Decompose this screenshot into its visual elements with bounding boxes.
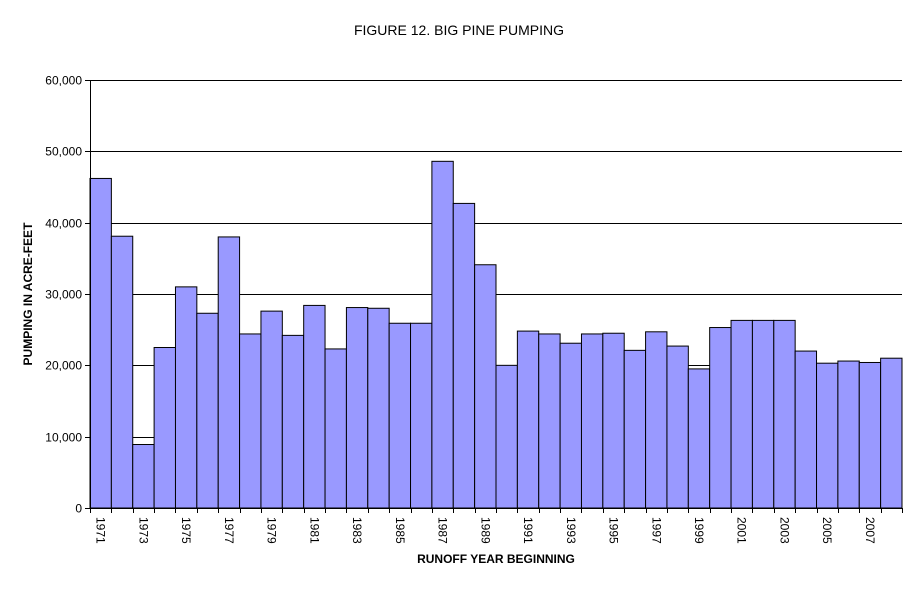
bar-2001 xyxy=(730,319,753,509)
y-tick-labels: 0 10,000 20,000 30,000 40,000 50,000 60,000 xyxy=(45,74,82,516)
bar-1975 xyxy=(174,286,198,509)
bar-1985 xyxy=(388,322,412,509)
x-tick-label: 1971 xyxy=(94,517,108,544)
x-tick-label: 1989 xyxy=(478,517,492,544)
bar-1973 xyxy=(132,444,155,509)
x-tick-labels: 1971 1973 1975 1977 1979 1981 1983 1985 1987 1989… xyxy=(94,517,877,544)
y-tick-label: 40,000 xyxy=(45,217,82,231)
bars xyxy=(89,160,903,509)
bar-1997 xyxy=(645,331,668,509)
bar-1998 xyxy=(666,345,689,509)
x-tick-label: 2007 xyxy=(863,517,877,544)
bar-2006 xyxy=(837,360,860,509)
x-tick-label: 1975 xyxy=(179,517,193,544)
bar-1987 xyxy=(431,160,454,509)
x-tick-label: 1993 xyxy=(564,517,578,544)
x-tick-label: 1987 xyxy=(436,517,450,544)
x-tick-label: 2003 xyxy=(777,517,791,544)
bar-1974 xyxy=(153,347,176,509)
bar-1986 xyxy=(410,322,433,509)
bar-1980 xyxy=(281,334,305,509)
chart-title: FIGURE 12. BIG PINE PUMPING xyxy=(353,22,565,38)
bar-1977 xyxy=(217,236,241,509)
bar-2002 xyxy=(751,319,775,509)
bar-1979 xyxy=(260,310,283,509)
x-tick-label: 1999 xyxy=(692,517,706,544)
x-axis-label: RUNOFF YEAR BEGINNING xyxy=(417,552,575,566)
bar-2003 xyxy=(773,319,796,509)
y-tick-label: 20,000 xyxy=(45,359,82,373)
bar-1999 xyxy=(687,368,711,509)
bar-1972 xyxy=(110,235,134,509)
x-tick-label: 1983 xyxy=(350,517,364,544)
x-tick-label: 1981 xyxy=(307,517,321,544)
bar-1993 xyxy=(559,342,582,509)
bar-1991 xyxy=(516,330,540,509)
y-axis-label: PUMPING IN ACRE-FEET xyxy=(21,222,35,366)
y-tick-label: 50,000 xyxy=(45,145,82,159)
x-tick-label: 1997 xyxy=(649,517,663,544)
x-tick-label: 1973 xyxy=(136,517,150,544)
bar-2007 xyxy=(858,361,882,509)
y-tick-label: 10,000 xyxy=(45,431,82,445)
bar-2005 xyxy=(816,362,839,509)
bar-1989 xyxy=(474,264,497,509)
bar-1994 xyxy=(580,333,604,509)
bar-1996 xyxy=(623,349,647,509)
bar-1971 xyxy=(89,177,112,509)
bar-1983 xyxy=(345,307,369,509)
x-tick-label: 1977 xyxy=(222,517,236,544)
x-tick-label: 1985 xyxy=(393,517,407,544)
bar-1978 xyxy=(239,333,262,509)
bar-1981 xyxy=(303,304,326,509)
axes xyxy=(85,80,903,513)
x-tick-label: 2001 xyxy=(735,517,749,544)
bar-1990 xyxy=(495,364,518,509)
bar-1988 xyxy=(452,202,476,509)
bar-2004 xyxy=(794,350,818,509)
bar-1976 xyxy=(196,312,219,509)
x-tick-label: 1995 xyxy=(607,517,621,544)
x-tick-label: 1991 xyxy=(521,517,535,544)
x-tick-label: 1979 xyxy=(265,517,279,544)
bar-1992 xyxy=(538,333,561,509)
bar-1995 xyxy=(602,332,625,509)
y-tick-label: 60,000 xyxy=(45,74,82,88)
bar-2000 xyxy=(709,327,732,509)
bar-1984 xyxy=(367,307,390,509)
y-tick-label: 30,000 xyxy=(45,288,82,302)
bar-2008 xyxy=(880,357,903,509)
x-tick-label: 2005 xyxy=(820,517,834,544)
bar-1982 xyxy=(324,348,347,509)
y-tick-label: 0 xyxy=(75,502,82,516)
